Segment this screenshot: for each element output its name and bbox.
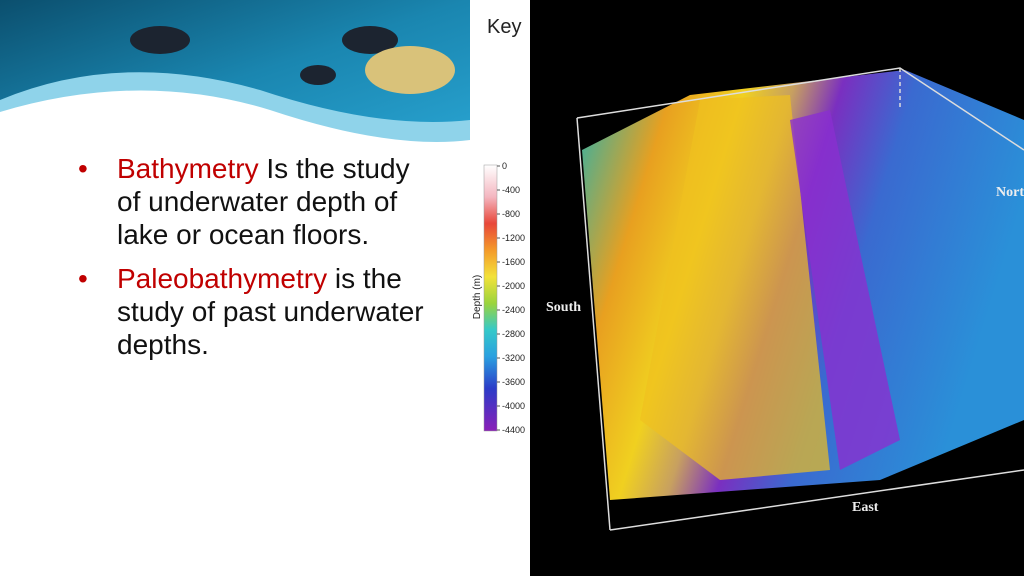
key-tick-label: -2800 xyxy=(502,329,525,339)
key-tick-label: -4400 xyxy=(502,425,525,435)
key-tick-label: -400 xyxy=(502,185,520,195)
key-tick-label: -1600 xyxy=(502,257,525,267)
box-frame xyxy=(576,67,1024,531)
color-bar xyxy=(483,164,498,432)
bullet-text: is the study of past underwater depths. xyxy=(117,263,424,360)
fish xyxy=(130,26,455,94)
key-axis-label: Depth (m) xyxy=(472,275,483,319)
key-tick-label: 0 xyxy=(502,161,507,171)
key-ticks: 0 -400 -800 -1200 -1600 -2000 -2400 -2800 -3200 -… xyxy=(497,161,525,435)
key-tick-label: -3600 xyxy=(502,377,525,387)
bullet: Paleobathymetry is the study of past und… xyxy=(78,262,428,361)
key-tick-label: -1200 xyxy=(502,233,525,243)
key-title: Key xyxy=(487,16,521,38)
bullet-list: Bathymetry Is the study of underwater de… xyxy=(78,152,428,372)
key-tick-label: -800 xyxy=(502,209,520,219)
key-tick-label: -4000 xyxy=(502,401,525,411)
key-tick-label: -2000 xyxy=(502,281,525,291)
map-label: East xyxy=(852,500,879,515)
map-label: South xyxy=(546,300,581,315)
map-label: North xyxy=(996,185,1024,200)
trench xyxy=(790,110,900,470)
key-tick-label: -2400 xyxy=(502,305,525,315)
wave xyxy=(0,90,470,160)
bullet-text: Is the study of underwater depth of lake… xyxy=(117,153,410,250)
bullet: Bathymetry Is the study of underwater de… xyxy=(78,152,428,251)
term: Paleobathymetry xyxy=(117,263,328,294)
key-tick-label: -3200 xyxy=(502,353,525,363)
ridge xyxy=(640,95,830,480)
term: Bathymetry xyxy=(117,153,259,184)
